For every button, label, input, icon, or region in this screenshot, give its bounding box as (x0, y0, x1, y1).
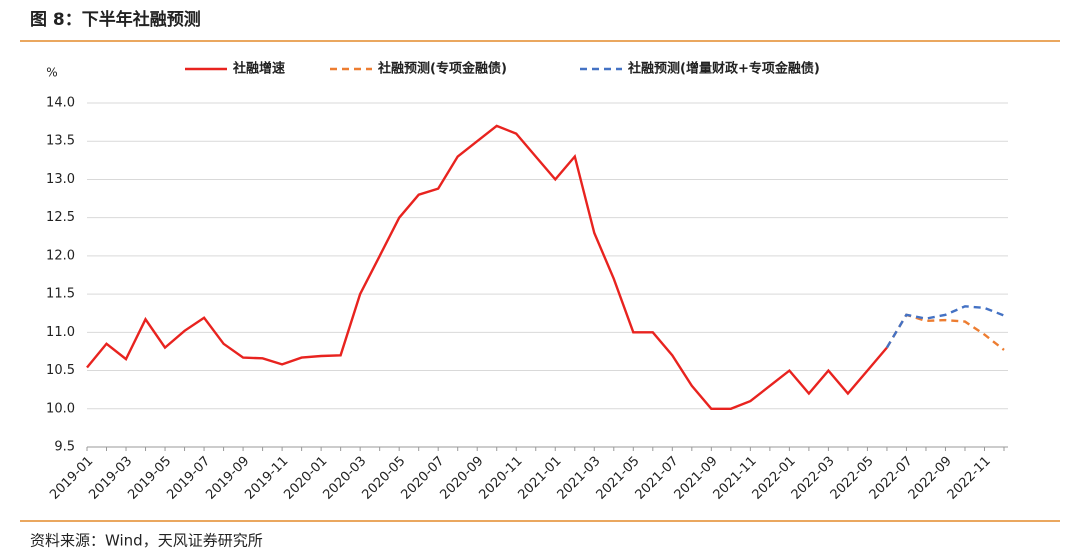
y-tick-label: 13.5 (46, 134, 75, 149)
y-tick-label: 12.5 (46, 210, 75, 225)
y-tick-label: 9.5 (54, 440, 75, 455)
y-tick-label: 13.0 (46, 172, 75, 187)
chart-title: 图 8：下半年社融预测 (30, 9, 201, 30)
y-axis-unit: % (46, 66, 57, 80)
x-tick-label: 2022-11 (945, 454, 994, 503)
series-line (885, 305, 1005, 349)
legend-label: 社融预测(增量财政+专项金融债) (627, 61, 820, 77)
y-tick-label: 10.5 (46, 363, 75, 378)
y-tick-label: 14.0 (46, 96, 75, 111)
legend-label: 社融增速 (232, 61, 285, 77)
y-tick-label: 11.0 (46, 325, 75, 340)
y-tick-label: 11.5 (46, 287, 75, 302)
legend-label: 社融预测(专项金融债) (377, 61, 507, 77)
source-note: 资料来源：Wind，天风证券研究所 (30, 532, 263, 550)
y-tick-label: 10.0 (46, 401, 75, 416)
y-tick-label: 12.0 (46, 248, 75, 263)
series-line (86, 124, 888, 410)
